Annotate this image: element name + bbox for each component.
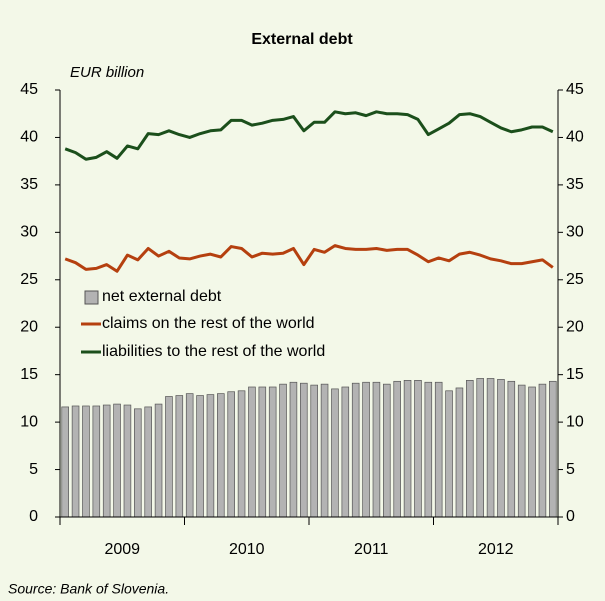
bar [455,387,464,518]
bar [113,403,121,518]
legend-swatch [84,290,99,305]
bar [175,395,184,518]
x-group-label: 2010 [229,541,265,558]
y2-tick-label: 40 [566,129,584,146]
bar [206,394,215,518]
bar [217,393,225,518]
bar [497,379,505,518]
bar [82,405,90,518]
bar [289,381,298,518]
source: Source: Bank of Slovenia. [8,581,169,597]
y2-tick-label: 45 [566,81,584,98]
bar [351,382,360,518]
bar [258,386,267,518]
y-tick-label: 45 [20,81,38,98]
y2-tick-label: 20 [566,318,584,335]
bar [268,386,277,518]
y-tick-label: 25 [20,271,38,288]
bar [248,386,256,518]
bar [165,396,173,518]
bar [549,380,557,518]
bar [134,408,142,518]
bar [393,380,401,518]
legend-label: net external debt [102,288,222,305]
y-tick-label: 20 [20,318,38,335]
y2-tick-label: 30 [566,224,584,241]
x-group-label: 2011 [354,541,389,558]
legend-label: liabilities to the rest of the world [102,343,325,360]
line [64,244,554,273]
bar [476,378,484,518]
y2-tick-label: 5 [566,461,575,478]
bar [92,405,101,518]
bar [445,390,453,518]
bar [331,388,339,518]
bar [372,381,381,518]
bar [185,393,194,518]
bar [237,390,246,518]
bar [414,380,422,518]
bar [507,380,516,518]
y2-tick-label: 10 [566,413,584,430]
bar [403,380,412,518]
legend-label: claims on the rest of the world [102,315,315,332]
bar [227,391,235,518]
y2-tick-label: 0 [566,508,575,525]
bar [144,406,152,518]
bar [528,386,536,518]
line [64,110,554,161]
bar [424,381,433,518]
bar [341,386,350,518]
bar [434,381,443,518]
x-group-label: 2009 [104,541,140,558]
bar [538,383,547,518]
bar [486,378,495,518]
bar [300,382,308,518]
bar [310,384,318,518]
bar [196,395,204,518]
bar [517,384,526,518]
chart-title: External debt [251,31,353,48]
y-tick-label: 40 [20,129,38,146]
y2-tick-label: 25 [566,271,584,288]
bar [61,406,69,518]
y-axis-label: EUR billion [70,64,144,81]
bar [71,405,80,518]
bar [320,383,329,518]
bar [362,381,370,518]
y-tick-label: 15 [20,366,38,383]
y2-tick-label: 35 [566,176,584,193]
y-tick-label: 30 [20,224,38,241]
bar [383,383,391,518]
y-tick-label: 5 [29,461,38,478]
bar [102,404,111,518]
bar [279,383,287,518]
y-tick-label: 35 [20,176,38,193]
x-group-label: 2012 [478,541,514,558]
bar [123,404,132,518]
y-tick-label: 10 [20,413,38,430]
bar [154,403,163,518]
bar [466,380,474,518]
y2-tick-label: 15 [566,366,584,383]
y-tick-label: 0 [29,508,38,525]
